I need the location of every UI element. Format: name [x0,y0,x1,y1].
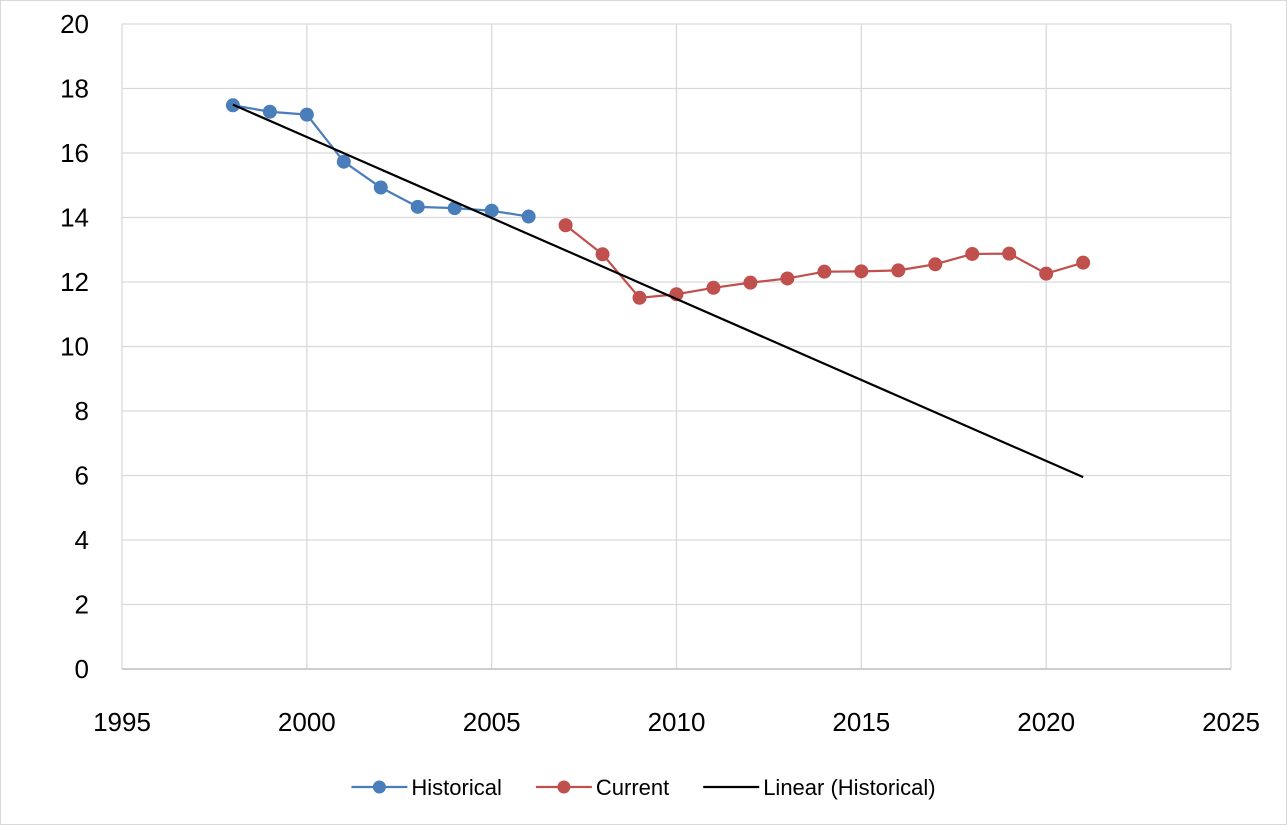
y-tick-label: 10 [60,332,89,362]
data-point [262,104,277,119]
gridlines [121,23,1232,670]
x-tick-label: 2020 [1017,707,1075,737]
data-point [965,246,980,261]
y-tick-label: 2 [75,590,89,620]
data-point [1076,255,1091,270]
legend-entry-1: Current [535,775,669,800]
data-point [891,263,906,278]
legend-swatch-marker [372,780,386,794]
y-tick-label: 0 [75,654,89,684]
x-tick-label: 2010 [648,707,706,737]
legend-entry-2: Linear (Historical) [703,775,936,800]
x-tick-label: 2015 [832,707,890,737]
legend-swatch-marker [557,780,571,794]
legend-label: Current [596,775,669,800]
series-1 [558,218,1091,305]
y-tick-label: 20 [60,9,89,39]
data-point [373,180,388,195]
data-point [817,264,832,279]
legend-label: Linear (Historical) [763,775,935,800]
data-point [1002,246,1017,261]
x-tick-label: 2005 [463,707,521,737]
data-point [743,275,758,290]
series-line [564,224,1084,299]
legend-entry-0: Historical [351,775,502,800]
data-point [854,264,869,279]
y-tick-label: 14 [60,203,89,233]
series-line [232,104,529,218]
series-2 [232,103,1084,479]
data-point [928,257,943,272]
data-point [632,290,647,305]
x-tick-label: 2025 [1202,707,1260,737]
y-tick-label: 6 [75,461,89,491]
data-point [595,247,610,262]
series-line [232,103,1084,479]
y-tick-label: 16 [60,138,89,168]
data-point [336,154,351,169]
y-tick-label: 4 [75,525,89,555]
data-point [410,199,425,214]
x-tick-label: 2000 [278,707,336,737]
y-tick-label: 12 [60,267,89,297]
data-point [706,280,721,295]
axes: 0 2 4 6 8 10 12 14 16 18 20 1995 2000 2005 2010 2015 202… [60,9,1260,737]
y-tick-label: 18 [60,74,89,104]
data-point [1039,266,1054,281]
legend: Historical Current Linear (Historical) [351,775,936,800]
data-point [521,209,536,224]
data-point [558,218,573,233]
data-point [299,107,314,122]
legend-label: Historical [411,775,501,800]
x-tick-label: 1995 [93,707,151,737]
y-tick-label: 8 [75,396,89,426]
series-0 [225,98,536,224]
data-point [780,271,795,286]
series-group [225,98,1091,479]
